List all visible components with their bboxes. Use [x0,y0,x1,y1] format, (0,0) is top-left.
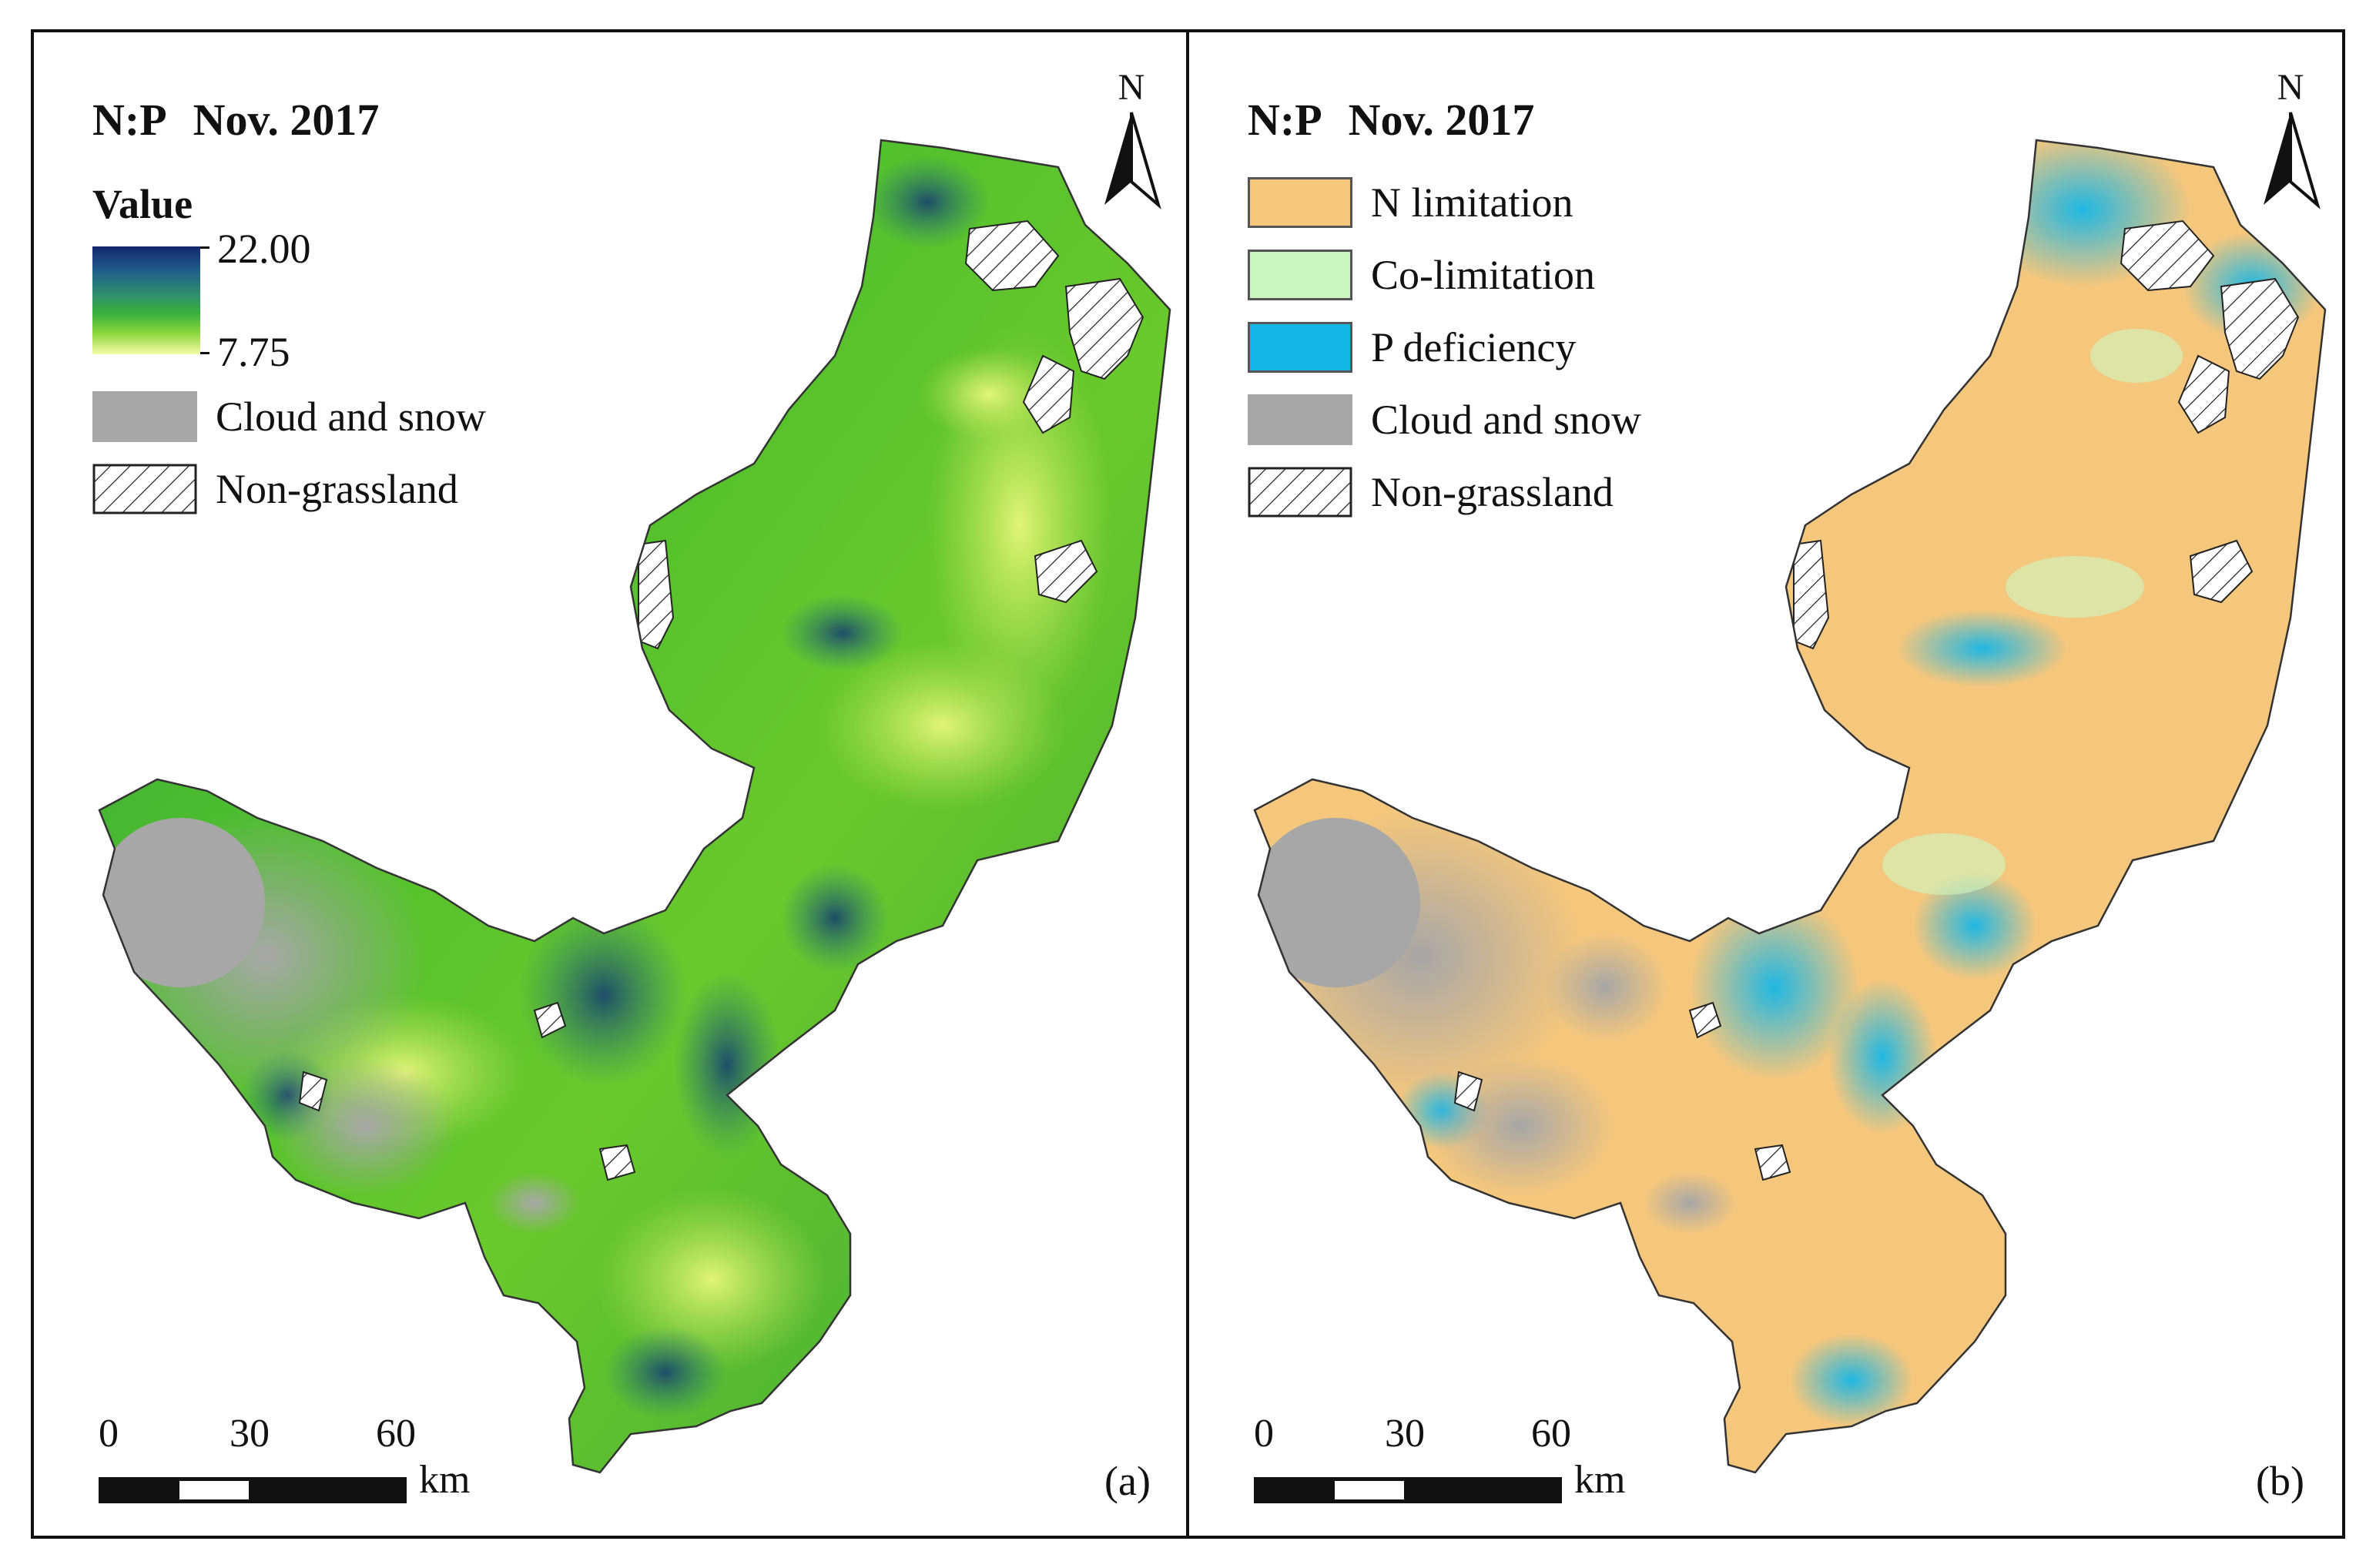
title-date: Nov. 2017 [1348,95,1535,145]
north-arrow-icon [2264,112,2321,209]
n-limitation-swatch [1248,177,1352,228]
panel-label: (a) [1104,1458,1151,1504]
map-np-limitation [1253,139,2327,1474]
legend-label: N limitation [1371,179,1573,226]
scale-tick: 60 [1531,1412,1571,1456]
scale-unit: km [1574,1458,1626,1502]
figure-frame: N:P Nov. 2017 Value 22.00 7.75 Cloud and … [31,29,2345,1539]
north-label: N [1118,67,1145,108]
legend-label: Non-grassland [1371,469,1614,515]
scale-bar: 0 30 60 km [1254,1411,1654,1511]
legend-label: Cloud and snow [1371,397,1641,443]
non-grassland-swatch [92,464,197,514]
ramp-tick-min [200,352,209,354]
legend-label: Non-grassland [216,466,458,512]
cloud-snow-swatch [92,391,197,442]
legend-label: P deficiency [1371,324,1577,370]
ramp-max-label: 22.00 [217,226,311,272]
scale-segment [1331,1477,1408,1503]
scale-segment [99,1477,176,1503]
title-ratio: N:P [1248,95,1322,145]
legend-heading: Value [92,181,193,227]
scale-segment [1408,1477,1562,1503]
non-grassland-swatch [1248,467,1352,518]
title-ratio: N:P [92,95,167,145]
panel-b: N:P Nov. 2017 N limitation Co-limitation … [1189,32,2342,1536]
north-arrow: N [1097,66,1166,213]
scale-segment [176,1477,253,1503]
scale-segment [253,1477,407,1503]
legend-label: Cloud and snow [216,394,486,440]
map-title: N:P Nov. 2017 [92,94,405,146]
scale-tick: 60 [376,1412,416,1456]
value-color-ramp [92,246,200,354]
scale-bar: 0 30 60 km [99,1411,499,1511]
ramp-tick-max [200,246,209,249]
north-arrow-icon [1104,112,1161,209]
panel-label: (b) [2256,1458,2304,1504]
north-arrow: N [2256,66,2325,213]
scale-tick: 0 [99,1412,119,1456]
scale-tick: 30 [230,1412,270,1456]
p-deficiency-swatch [1248,322,1352,373]
north-label: N [2277,67,2304,108]
scale-tick: 0 [1254,1412,1274,1456]
ramp-min-label: 7.75 [217,329,290,375]
scale-tick: 30 [1385,1412,1425,1456]
scale-segment [1254,1477,1331,1503]
map-np-value [98,139,1171,1474]
legend-label: Co-limitation [1371,252,1595,298]
title-date: Nov. 2017 [193,95,380,145]
co-limitation-swatch [1248,250,1352,300]
map-title: N:P Nov. 2017 [1248,94,1560,146]
scale-unit: km [419,1458,471,1502]
panel-a: N:P Nov. 2017 Value 22.00 7.75 Cloud and … [34,32,1189,1536]
cloud-snow-swatch [1248,394,1352,445]
